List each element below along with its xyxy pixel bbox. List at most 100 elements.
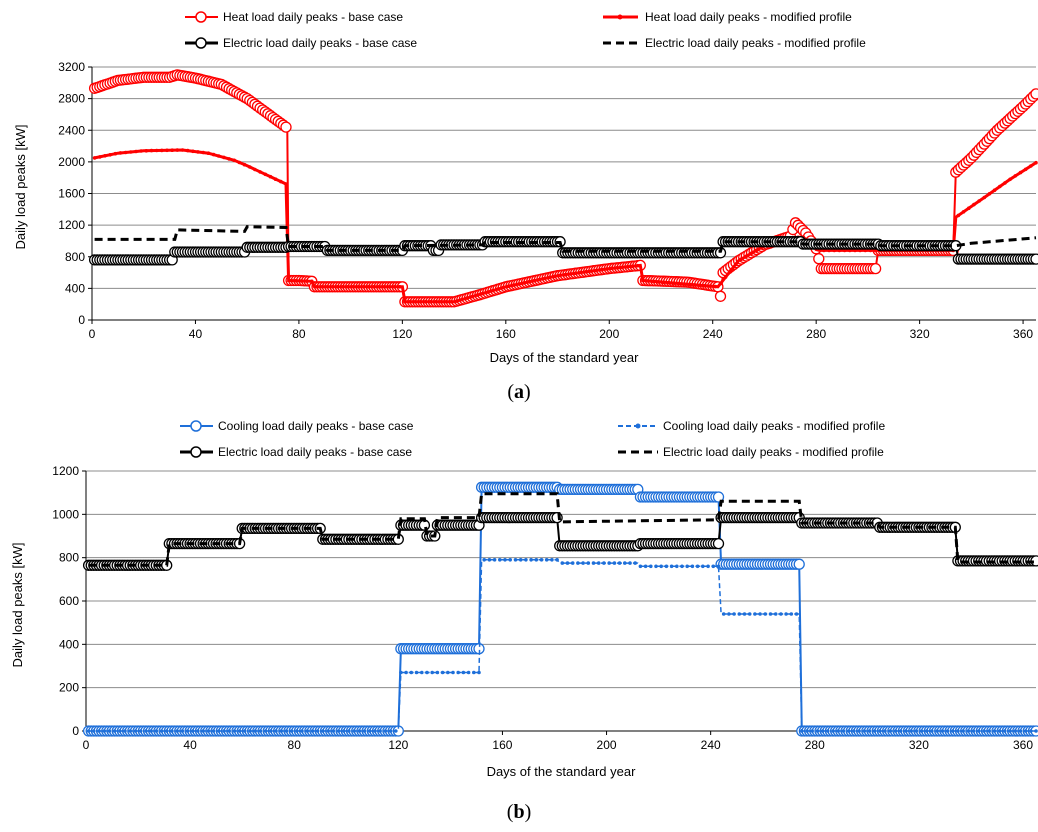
series-cooling-load-daily-peaks-modified-profile-point [295, 729, 299, 733]
series-heat-load-daily-peaks-modified-profile-point [972, 202, 976, 207]
series-heat-load-daily-peaks-modified-profile-point [465, 296, 469, 300]
series-cooling-load-daily-peaks-modified-profile-point [440, 670, 445, 675]
series-cooling-load-daily-peaks-modified-profile-point [326, 729, 330, 733]
series-heat-load-daily-peaks-modified-profile-point [1008, 177, 1012, 182]
plot-area [82, 481, 1038, 737]
series-cooling-load-daily-peaks-modified-profile-point [321, 729, 325, 733]
series-cooling-load-daily-peaks-modified-profile-point [1013, 729, 1017, 733]
caption-open: ( [507, 381, 514, 403]
series-cooling-load-daily-peaks-modified-profile-point [86, 729, 91, 733]
legend-label-cooling-base: Cooling load daily peaks - base case [218, 419, 414, 433]
y-tick-label: 200 [59, 681, 79, 695]
legend-label-electric-modified: Electric load daily peaks - modified pro… [663, 445, 884, 459]
series-heat-load-daily-peaks-modified-profile-point [698, 283, 702, 288]
series-cooling-load-daily-peaks-modified-profile-point [425, 670, 429, 675]
legend-item-electric-base: Electric load daily peaks - base case [180, 445, 412, 459]
series-cooling-load-daily-peaks-modified-profile-point [857, 729, 861, 733]
series-heat-load-daily-peaks-modified-profile-point [734, 262, 738, 266]
y-tick-label: 600 [59, 594, 79, 608]
series-electric-load-daily-peaks-base-case-point [1030, 253, 1038, 265]
series-heat-load-daily-peaks-modified-profile-point [206, 151, 211, 155]
series-cooling-load-daily-peaks-modified-profile-point [711, 564, 716, 569]
series-cooling-load-daily-peaks-modified-profile-point [97, 729, 101, 733]
series-heat-load-daily-peaks-modified-profile-point [692, 283, 697, 287]
series-cooling-load-daily-peaks-base-case-point [793, 558, 805, 570]
series-heat-load-daily-peaks-modified-profile-point [625, 265, 630, 269]
series-heat-load-daily-peaks-modified-profile-point [242, 162, 247, 167]
series-heat-load-daily-peaks-base-case-point [1030, 88, 1038, 100]
x-tick-labels: 0 40 80 120 160 200 240 280 320 360 [89, 327, 1034, 341]
series-cooling-load-daily-peaks-modified-profile-point [196, 729, 200, 733]
series-electric-load-daily-peaks-base-case-point [712, 537, 725, 550]
series-cooling-load-daily-peaks-modified-profile-point [248, 729, 252, 733]
series-cooling-load-daily-peaks-modified-profile-point [1034, 729, 1038, 733]
series-heat-load-daily-peaks-modified-profile-point [589, 269, 593, 273]
series-cooling-load-daily-peaks-modified-profile-point [274, 729, 278, 733]
series-cooling-load-daily-peaks-modified-profile-point [893, 729, 898, 733]
series-heat-load-daily-peaks-modified-profile-point [320, 285, 325, 289]
series-cooling-load-daily-peaks-modified-profile-point [138, 729, 143, 733]
series-heat-load-daily-peaks-modified-profile-point [651, 279, 655, 284]
series-cooling-load-daily-peaks-modified-profile-point [914, 729, 919, 733]
series-cooling-load-daily-peaks-modified-profile-point [961, 729, 965, 733]
series-cooling-load-daily-peaks-modified-profile-point [706, 564, 710, 569]
series-heat-load-daily-peaks-modified-profile-point [165, 148, 169, 153]
series-cooling-load-daily-peaks-modified-profile-point [378, 729, 382, 733]
series-electric-load-daily-peaks-modified-profile-line [88, 492, 1036, 567]
series-cooling-load-daily-peaks-modified-profile [86, 558, 1038, 733]
series-heat-load-daily-peaks-modified-profile-point [480, 291, 485, 296]
series-cooling-load-daily-peaks-modified-profile-point [362, 729, 367, 733]
series-heat-load-daily-peaks-modified-profile-point [496, 287, 500, 291]
series-cooling-load-daily-peaks-modified-profile-point [232, 729, 237, 733]
x-tick-label: 280 [806, 327, 826, 341]
series-cooling-load-daily-peaks-modified-profile-point [341, 729, 346, 733]
x-tick-label: 0 [83, 738, 90, 752]
series-heat-load-daily-peaks-modified-profile-point [610, 266, 614, 271]
series-heat-load-daily-peaks-modified-profile-point [682, 282, 687, 286]
series-heat-load-daily-peaks-modified-profile-point [392, 285, 397, 289]
series-heat-load-daily-peaks-modified-profile-point [506, 284, 511, 289]
series-electric-load-daily-peaks-modified-profile-line [94, 225, 1037, 253]
series-cooling-load-daily-peaks-modified-profile-point [966, 729, 971, 733]
series-heat-load-daily-peaks-modified-profile-point [729, 268, 733, 273]
series-heat-load-daily-peaks-modified-profile-point [335, 285, 340, 289]
series-cooling-load-daily-peaks-modified-profile-point [560, 561, 565, 565]
series-cooling-load-daily-peaks-modified-profile-point [336, 729, 341, 733]
series-heat-load-daily-peaks-base-case-point [813, 253, 825, 265]
y-axis-title: Daily load peaks [kW] [10, 543, 25, 668]
series-heat-load-daily-peaks-modified-profile-point [429, 300, 433, 304]
series-heat-load-daily-peaks-modified-profile-point [216, 154, 221, 158]
x-tick-label: 40 [183, 738, 197, 752]
series-heat-load-daily-peaks-modified-profile-point [563, 272, 568, 277]
series-heat-load-daily-peaks-modified-profile-point [1003, 181, 1007, 185]
series-cooling-load-daily-peaks-modified-profile-point [123, 729, 127, 733]
series-heat-load-daily-peaks-modified-profile-point [227, 157, 231, 161]
figure-caption-a: (a) [507, 381, 530, 403]
series-cooling-load-daily-peaks-modified-profile-point [898, 729, 903, 733]
series-heat-load-daily-peaks-modified-profile-point [377, 285, 381, 289]
series-heat-load-daily-peaks-modified-profile-point [366, 285, 371, 289]
x-tick-label: 40 [189, 327, 203, 341]
series-cooling-load-daily-peaks-modified-profile-point [982, 729, 986, 733]
series-cooling-load-daily-peaks-modified-profile-point [758, 612, 762, 616]
series-cooling-load-daily-peaks-modified-profile-point [222, 729, 226, 733]
series-cooling-load-daily-peaks-modified-profile-point [596, 561, 601, 565]
series-heat-load-daily-peaks-modified-profile-point [361, 285, 366, 289]
series-cooling-load-daily-peaks-modified-profile-point [940, 729, 945, 733]
series-heat-load-daily-peaks-modified-profile-point [413, 300, 418, 304]
series-cooling-load-daily-peaks-modified-profile-point [888, 729, 892, 733]
series-cooling-load-daily-peaks-modified-profile-point [659, 564, 663, 569]
series-cooling-load-daily-peaks-modified-profile-point [685, 564, 689, 569]
legend-label-electric-base: Electric load daily peaks - base case [218, 445, 412, 459]
series-cooling-load-daily-peaks-modified-profile-point [164, 729, 169, 733]
series-cooling-load-daily-peaks-modified-profile-point [466, 670, 471, 675]
series-heat-load-daily-peaks-base-case-point [869, 262, 882, 275]
legend-label-electric-base: Electric load daily peaks - base case [223, 36, 417, 50]
series-cooling-load-daily-peaks-modified-profile-point [810, 729, 814, 733]
legend-item-heat-modified: Heat load daily peaks - modified profile [603, 10, 852, 24]
series-cooling-load-daily-peaks-modified-profile-point [144, 729, 148, 733]
cooling-electric-load-chart: Cooling load daily peaks - base case Coo… [10, 419, 1038, 823]
series-electric-load-daily-peaks-base-case [82, 511, 1038, 571]
legend-item-heat-base: Heat load daily peaks - base case [185, 10, 403, 24]
series-heat-load-daily-peaks-modified-profile-point [568, 272, 573, 276]
